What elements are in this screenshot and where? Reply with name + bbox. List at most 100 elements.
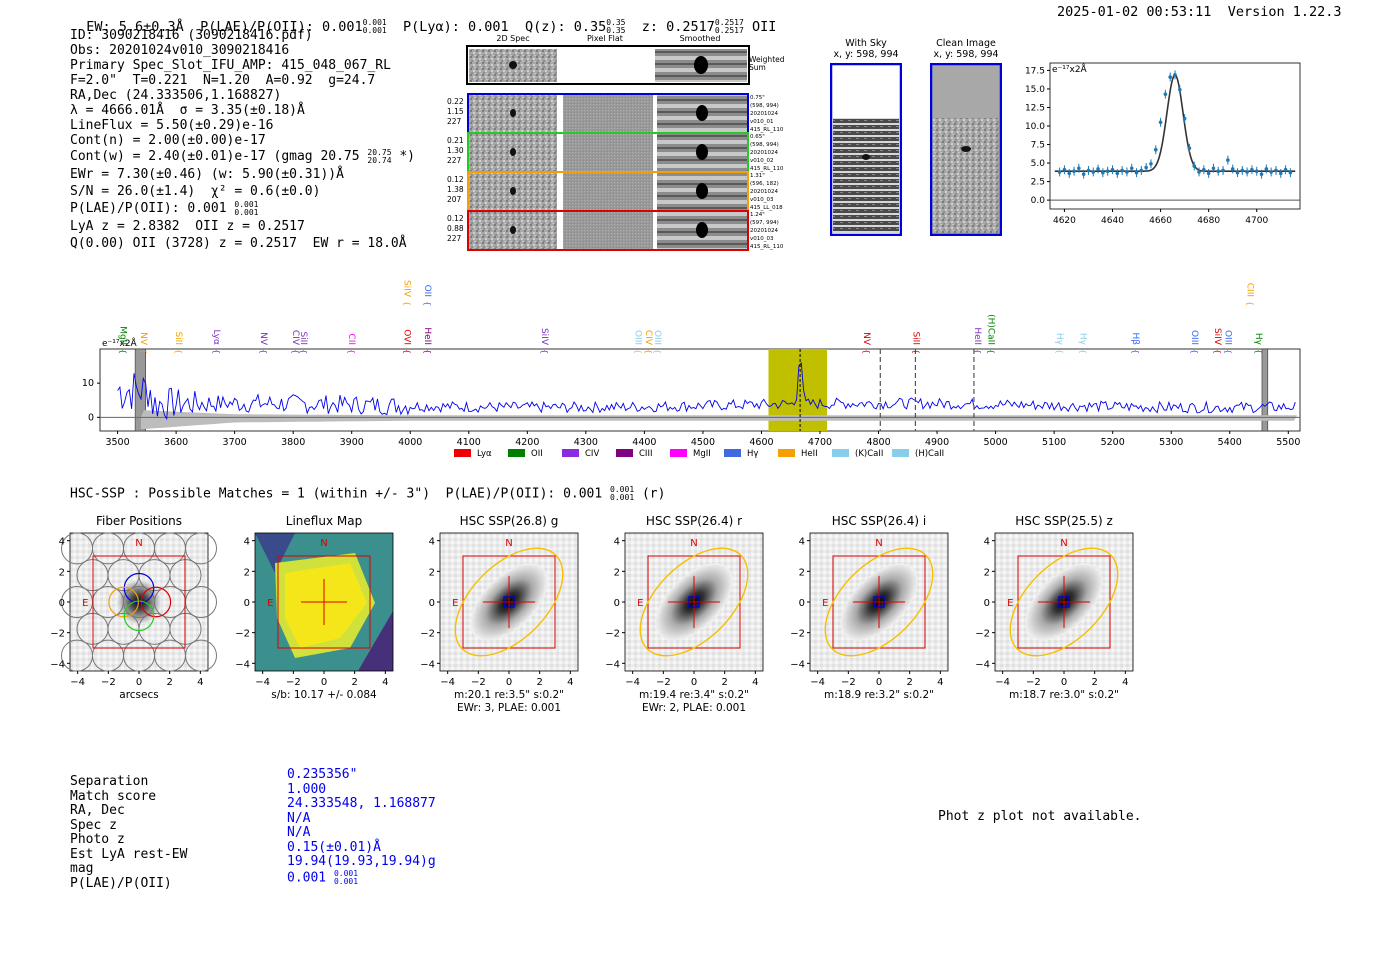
- cutout-right-label: 415_LL_018: [750, 205, 783, 211]
- legend-swatch: [508, 449, 525, 457]
- zoom-point: [1226, 158, 1230, 162]
- panel-ytick-label: 2: [614, 567, 620, 578]
- legend-swatch: [670, 449, 687, 457]
- cutout-right-label: v010_01: [750, 119, 774, 125]
- panel-xtick-label: −4: [810, 677, 825, 688]
- match-value: 0.15(±0.01)Å: [287, 839, 381, 855]
- spectral-line-label: OIII: [1223, 330, 1233, 345]
- panel-xtick-label: 2: [351, 677, 357, 688]
- weighted-sum-label: Weighted: [749, 55, 785, 64]
- spectrum-xtick-label: 5200: [1101, 437, 1125, 448]
- zoom-point: [1211, 166, 1216, 171]
- compass-east: E: [452, 598, 458, 609]
- panel-ytick-label: 0: [984, 598, 990, 609]
- spectral-line-brace: {: [973, 349, 982, 354]
- match-label: Spec z: [70, 817, 117, 833]
- cutout-left-label: 1.30: [447, 146, 464, 155]
- spectrum-xtick-label: 4800: [866, 437, 890, 448]
- match-value: N/A: [287, 810, 311, 826]
- zoom-point: [1274, 168, 1278, 173]
- legend-label: Hγ: [747, 449, 758, 459]
- spectral-line-label: NV: [138, 332, 148, 346]
- spectrum-legend-item: CIV: [562, 449, 599, 459]
- timestamp: 2025-01-02 00:53:11: [1057, 4, 1212, 20]
- panel-ytick-label: 0: [244, 598, 250, 609]
- cutout-left-label: 207: [447, 195, 462, 204]
- spectral-line-label: NV: [258, 332, 268, 346]
- zoom-point: [1105, 169, 1110, 174]
- legend-swatch: [892, 449, 909, 457]
- match-value: 0.001 0.001 0.001: [287, 868, 359, 886]
- zoom-point: [1057, 170, 1062, 174]
- galaxy-ellipse: [639, 547, 749, 657]
- spectrum-legend-item: CIII: [616, 449, 652, 459]
- legend-label: HeII: [801, 449, 818, 459]
- zoom-ytick-label: 17.5: [1025, 66, 1045, 76]
- zoom-point: [1269, 170, 1273, 174]
- cutout-left-label: 1.15: [447, 107, 464, 116]
- zoom-point: [1187, 146, 1192, 151]
- panel-title: Fiber Positions: [96, 514, 182, 528]
- match-label: Match score: [70, 788, 157, 804]
- zoom-point: [1125, 170, 1129, 174]
- zoom-point: [1077, 166, 1081, 171]
- compass-north: N: [320, 538, 327, 549]
- hsc-summary: HSC-SSP : Possible Matches = 1 (within +…: [70, 485, 666, 502]
- spectral-line-brace: {: [291, 349, 300, 354]
- spectrum-legend-item: (H)CaII: [892, 449, 944, 459]
- legend-swatch: [616, 449, 633, 457]
- panel-ytick-label: −2: [605, 629, 620, 640]
- center-marker: [873, 596, 885, 608]
- panel-xtick-label: 0: [506, 677, 512, 688]
- spectral-line-brace: {: [299, 349, 308, 354]
- panel-xlabel: m:18.7 re:3.0" s:0.2": [1009, 689, 1119, 701]
- weighted-sum-blob-smoothed: [694, 56, 708, 74]
- legend-label: MgII: [693, 449, 711, 459]
- spectrum-xtick-label: 4100: [457, 437, 481, 448]
- compass-east: E: [637, 598, 643, 609]
- spectral-line-brace: {: [540, 349, 549, 354]
- cutout-blob: [510, 148, 516, 156]
- panel-xtick-label: 2: [1091, 677, 1097, 688]
- spectrum-legend-item: HeII: [778, 449, 818, 459]
- spectral-line-brace: {: [139, 349, 148, 354]
- cutout-flat: [563, 134, 653, 171]
- fiber-blue: [123, 572, 155, 604]
- spectral-line-brace: {: [1079, 349, 1088, 354]
- zoom-xtick-label: 4700: [1245, 216, 1268, 226]
- cutout-right-label: 20201024: [750, 228, 778, 234]
- cutout-left-label: 0.21: [447, 136, 464, 145]
- panel-xlabel2: EWr: 3, PLAE: 0.001: [457, 702, 561, 714]
- panel-ytick-label: 4: [984, 537, 990, 548]
- spectrum-xtick-label: 5000: [984, 437, 1008, 448]
- spectral-line-label: HeII: [422, 327, 432, 345]
- center-marker: [1058, 596, 1070, 608]
- zoom-xtick-label: 4680: [1197, 216, 1220, 226]
- fiber-orange: [108, 586, 139, 618]
- panel-ytick-label: −2: [50, 629, 65, 640]
- panel-xtick-label: −2: [101, 677, 116, 688]
- zoom-xtick-label: 4620: [1053, 216, 1076, 226]
- panel-xtick-label: −4: [440, 677, 455, 688]
- spectrum-masked-band: [134, 348, 146, 432]
- spectral-line-label: Hγ: [1078, 333, 1088, 346]
- spectral-line-label: CIII: [1244, 283, 1254, 297]
- legend-label: Lyα: [477, 449, 492, 459]
- compass-east: E: [1007, 598, 1013, 609]
- panel-ytick-label: 2: [59, 567, 65, 578]
- info-sn: S/N = 26.0(±1.4) χ² = 0.6(±0.0): [70, 184, 321, 199]
- zoom-point: [1129, 166, 1134, 171]
- compass-north: N: [135, 538, 142, 549]
- fiber-green: [123, 600, 155, 632]
- panel-title: Lineflux Map: [286, 514, 362, 528]
- panel-xtick-label: 2: [536, 677, 542, 688]
- aperture-box: [92, 555, 186, 649]
- panel-xtick-label: −2: [471, 677, 486, 688]
- panel-ytick-label: −2: [420, 629, 435, 640]
- panel-xtick-label: 4: [197, 677, 203, 688]
- zoom-point: [1139, 168, 1144, 173]
- imaging-panels: Fiber Positions N E −4 −2 0 2 4 −4 −2 0 2 4 arcsecs Li…: [50, 514, 1134, 714]
- panel-ytick-label: −4: [235, 659, 250, 670]
- cutout-right-label: 20201024: [750, 111, 778, 117]
